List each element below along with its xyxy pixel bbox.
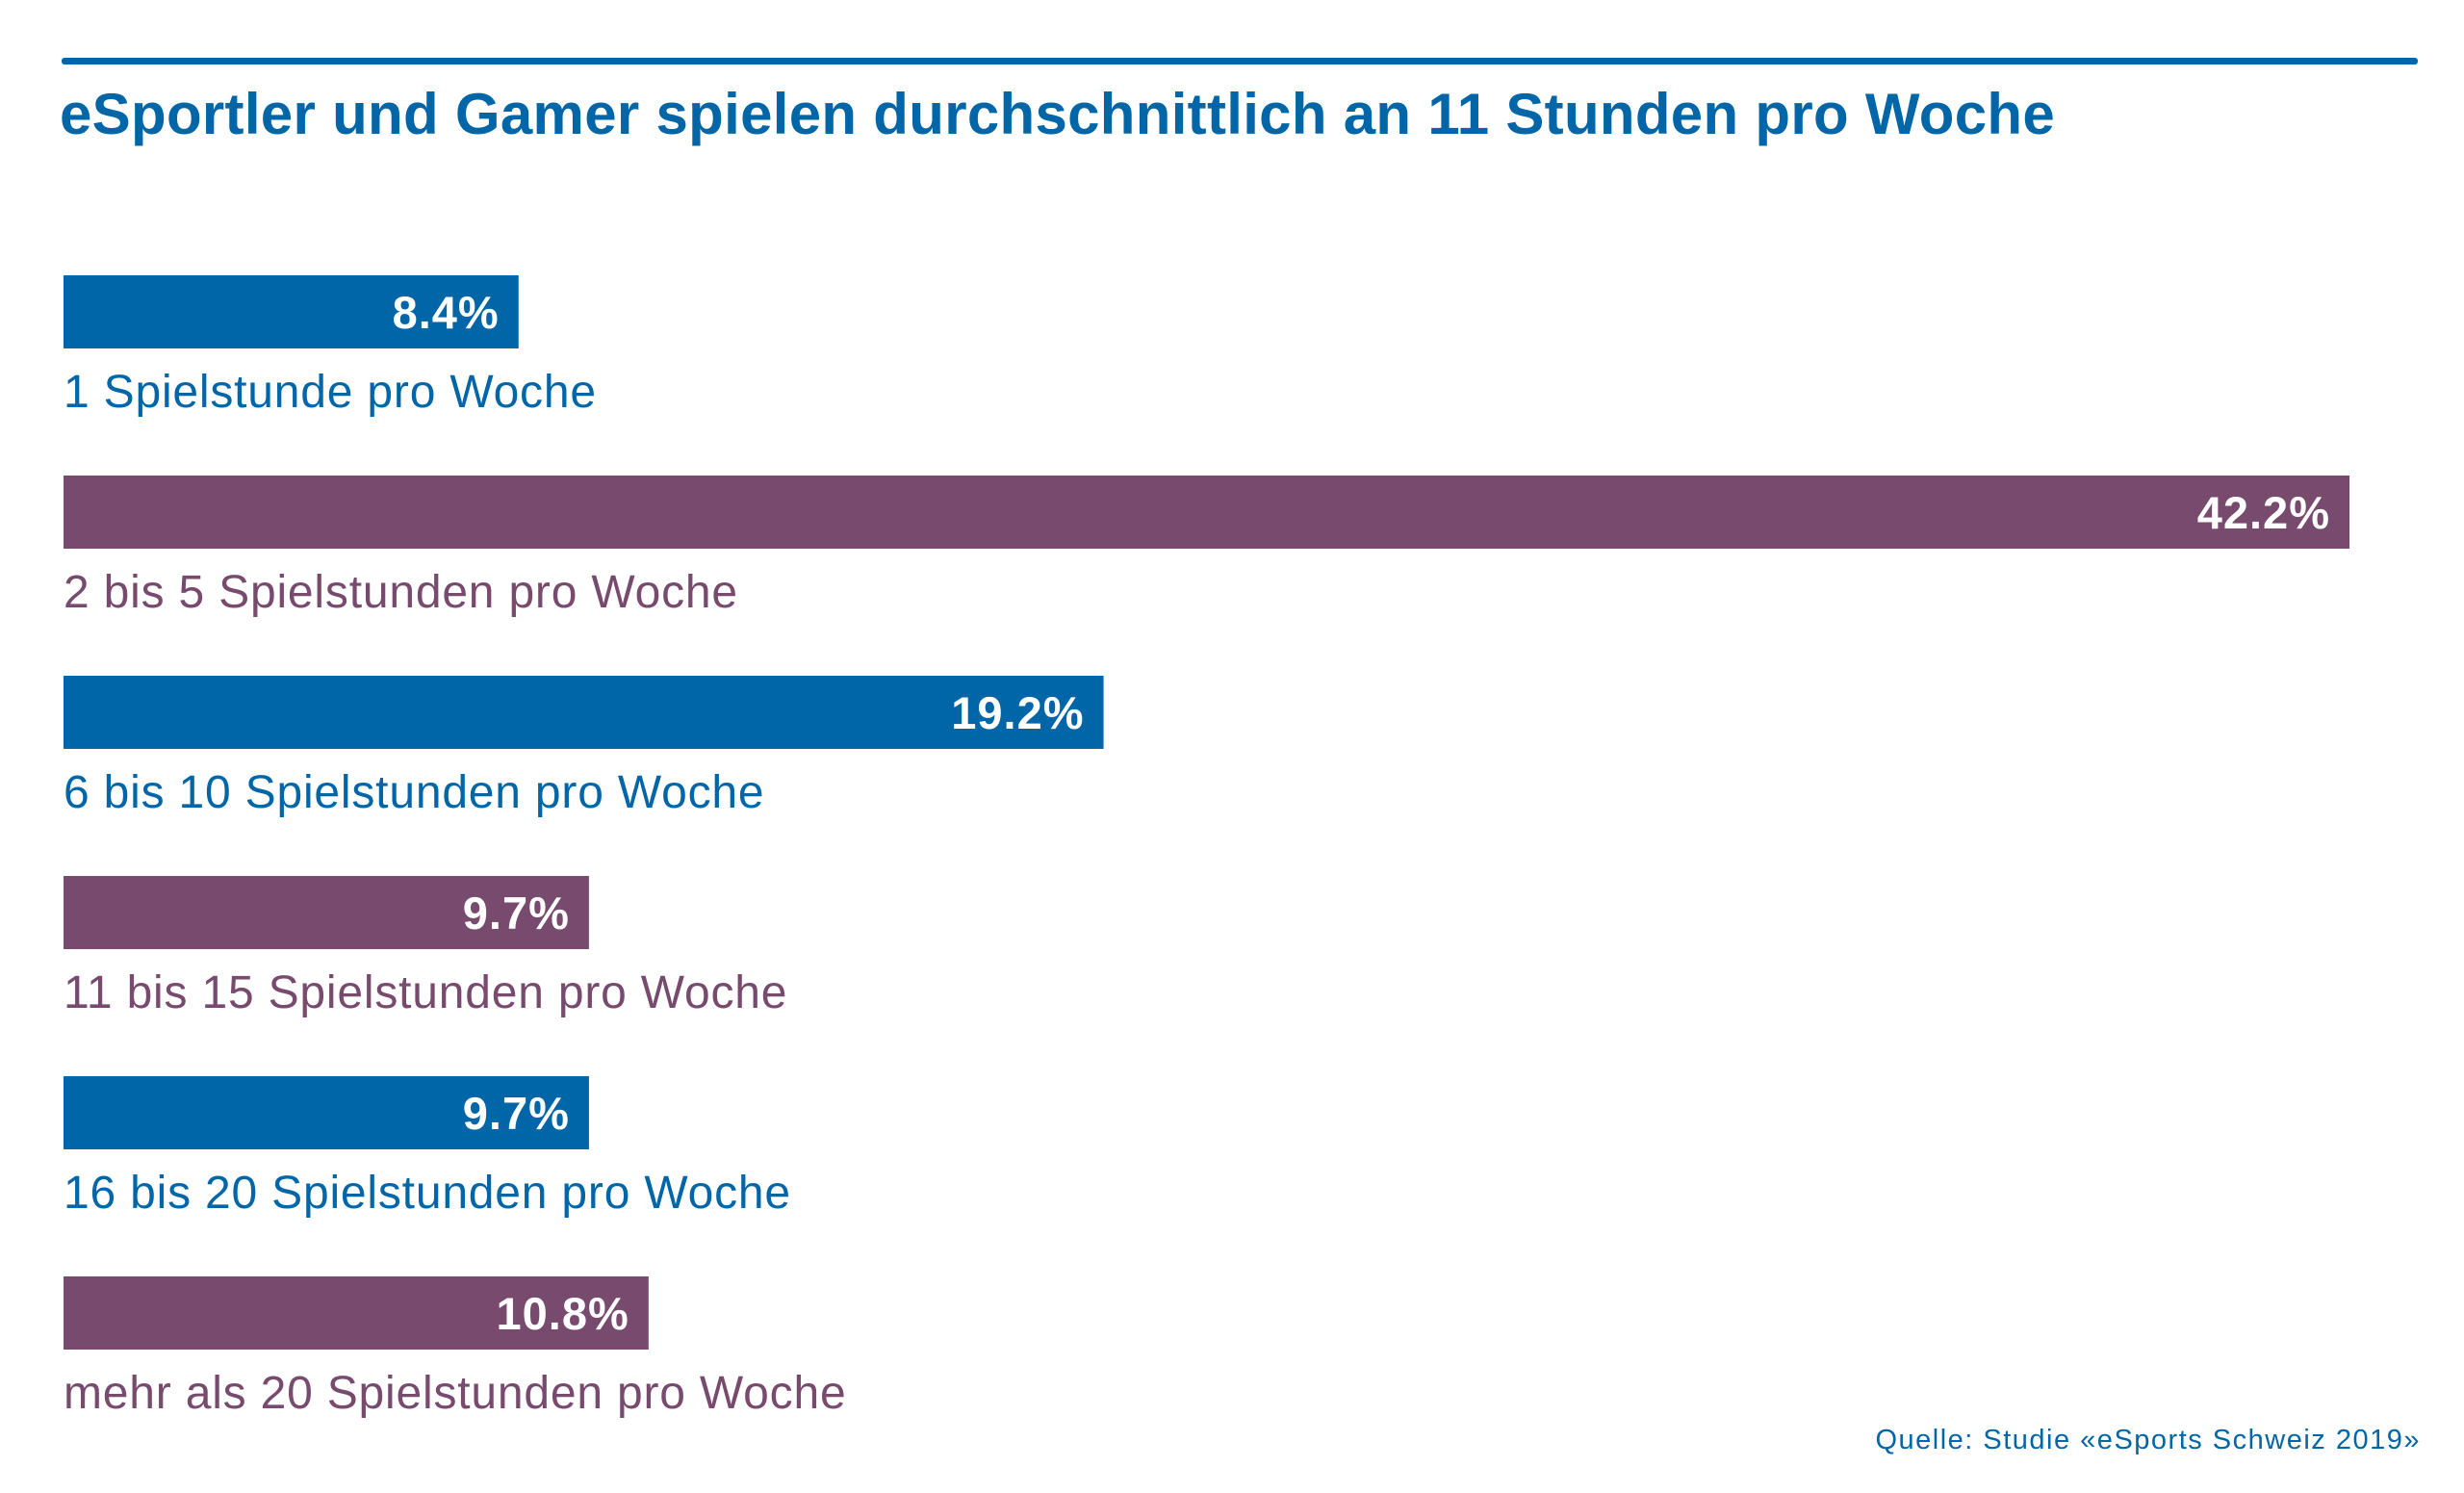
category-label: 16 bis 20 Spielstunden pro Woche [64, 1168, 791, 1219]
category-label: 1 Spielstunde pro Woche [64, 367, 597, 418]
top-rule [62, 58, 2418, 64]
source-note: Quelle: Studie «eSports Schweiz 2019» [1875, 1425, 2421, 1455]
bar [64, 1076, 589, 1149]
bar-value-label: 19.2% [951, 687, 1084, 738]
bar [64, 476, 2349, 549]
bar [64, 275, 519, 348]
bar-value-label: 8.4% [393, 287, 500, 338]
category-label: 11 bis 15 Spielstunden pro Woche [64, 967, 787, 1018]
category-label: mehr als 20 Spielstunden pro Woche [64, 1368, 846, 1419]
bar-value-label: 9.7% [463, 1088, 570, 1139]
bar-value-label: 10.8% [497, 1288, 629, 1339]
bar [64, 676, 1104, 749]
chart-title: eSportler und Gamer spielen durchschnitt… [60, 82, 2055, 146]
bar-value-label: 42.2% [2197, 487, 2330, 538]
category-label: 6 bis 10 Spielstunden pro Woche [64, 767, 764, 818]
category-label: 2 bis 5 Spielstunden pro Woche [64, 567, 738, 618]
bar-value-label: 9.7% [463, 888, 570, 939]
bar [64, 1276, 649, 1350]
bar [64, 876, 589, 949]
